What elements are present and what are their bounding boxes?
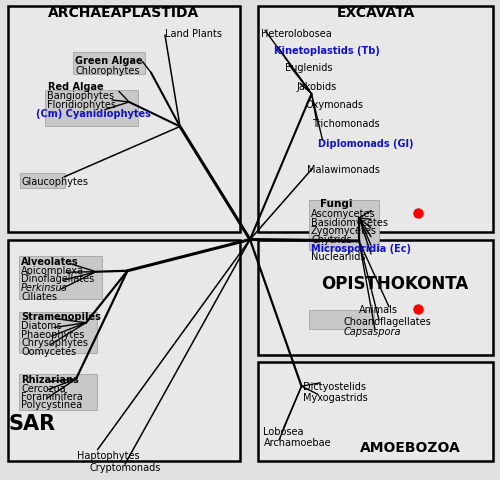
Bar xyxy=(258,362,492,461)
Text: Myxogastrids: Myxogastrids xyxy=(303,393,368,402)
Bar xyxy=(20,174,65,188)
Text: Capsaspora: Capsaspora xyxy=(344,326,401,336)
Bar xyxy=(8,7,240,233)
Bar xyxy=(258,240,492,355)
Text: Floridiophytes: Floridiophytes xyxy=(48,100,116,109)
Text: Fungi: Fungi xyxy=(320,199,352,209)
Text: Cryptomonads: Cryptomonads xyxy=(89,463,160,472)
Bar xyxy=(8,240,240,461)
Text: Perkinsus: Perkinsus xyxy=(21,283,68,292)
Bar xyxy=(19,312,96,353)
Text: OPISTHOKONTA: OPISTHOKONTA xyxy=(322,274,468,292)
Text: Malawimonads: Malawimonads xyxy=(307,165,380,174)
Text: Euglenids: Euglenids xyxy=(285,63,333,73)
Text: Microsporidia (Ec): Microsporidia (Ec) xyxy=(311,243,411,253)
Text: Animals: Animals xyxy=(359,304,398,314)
Text: Heterolobosea: Heterolobosea xyxy=(261,29,332,38)
Bar xyxy=(309,311,374,330)
Bar xyxy=(258,7,492,233)
Text: Choanoflagellates: Choanoflagellates xyxy=(344,317,431,326)
Text: Chlorophytes: Chlorophytes xyxy=(75,66,140,75)
Text: Dictyostelids: Dictyostelids xyxy=(303,382,366,391)
Text: Red Algae: Red Algae xyxy=(48,82,103,91)
Text: Green Algae: Green Algae xyxy=(75,56,142,66)
Text: EXCAVATA: EXCAVATA xyxy=(337,6,415,21)
Text: Diplomonads (GI): Diplomonads (GI) xyxy=(318,139,414,149)
Bar xyxy=(72,53,145,74)
Text: Bangiophytes: Bangiophytes xyxy=(48,91,114,101)
Bar xyxy=(19,257,102,299)
Text: Dinoflagellates: Dinoflagellates xyxy=(21,274,94,284)
Text: Rhizarians: Rhizarians xyxy=(21,374,79,384)
Text: Polycystinea: Polycystinea xyxy=(21,400,82,409)
Text: Lobosea: Lobosea xyxy=(264,427,304,436)
Text: Diatoms: Diatoms xyxy=(21,321,62,330)
Text: Jakobids: Jakobids xyxy=(296,82,337,91)
Text: AMOEBOZOA: AMOEBOZOA xyxy=(360,440,460,455)
Text: Alveolates: Alveolates xyxy=(21,257,78,266)
Text: Stramenopiles: Stramenopiles xyxy=(21,312,101,322)
Text: Oomycetes: Oomycetes xyxy=(21,347,76,356)
Text: Trichomonads: Trichomonads xyxy=(312,119,380,129)
Text: Phaeophytes: Phaeophytes xyxy=(21,329,84,339)
Bar xyxy=(45,91,138,127)
Text: Glaucophytes: Glaucophytes xyxy=(21,177,88,187)
Text: Nucleariids: Nucleariids xyxy=(311,252,366,262)
Text: Chytrids: Chytrids xyxy=(311,235,352,244)
Text: Oxymonads: Oxymonads xyxy=(306,100,364,109)
Text: ARCHAEAPLASTIDA: ARCHAEAPLASTIDA xyxy=(48,6,200,21)
Text: SAR: SAR xyxy=(9,413,56,433)
Bar xyxy=(19,374,96,410)
Text: Kinetoplastids (Tb): Kinetoplastids (Tb) xyxy=(274,47,380,56)
Text: Basidiomycetes: Basidiomycetes xyxy=(311,217,388,227)
Text: Haptophytes: Haptophytes xyxy=(78,450,140,459)
Text: Archamoebae: Archamoebae xyxy=(264,438,331,447)
Text: Ciliates: Ciliates xyxy=(21,291,57,301)
Text: Zygomycetes: Zygomycetes xyxy=(311,226,377,236)
Text: Land Plants: Land Plants xyxy=(165,29,222,38)
Text: Chrysophytes: Chrysophytes xyxy=(21,338,88,348)
Text: Apicomplexa: Apicomplexa xyxy=(21,265,84,275)
Text: Foraminifera: Foraminifera xyxy=(21,391,83,401)
Text: Ascomycetes: Ascomycetes xyxy=(311,209,376,218)
Bar xyxy=(309,200,379,251)
Text: Cercozoa: Cercozoa xyxy=(21,383,66,393)
Text: (Cm) Cyanidiophytes: (Cm) Cyanidiophytes xyxy=(36,109,152,119)
